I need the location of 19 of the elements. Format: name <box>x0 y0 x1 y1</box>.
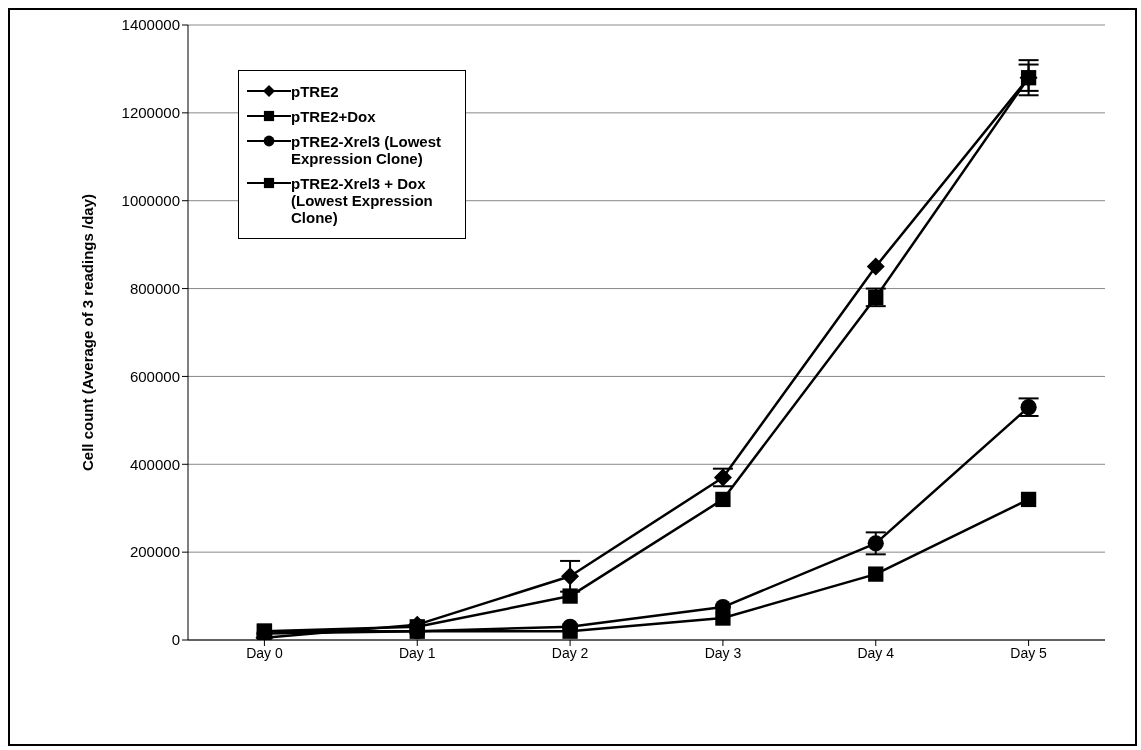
x-tick-label: Day 5 <box>1010 644 1048 661</box>
x-tick-label: Day 2 <box>551 644 589 661</box>
legend-label: pTRE2-Xrel3 (Lowest Expression Clone) <box>291 133 443 167</box>
y-tick-label: 600000 <box>129 367 180 385</box>
y-tick-label: 0 <box>171 631 180 649</box>
legend-label: pTRE2 <box>291 83 339 100</box>
y-tick-label: 1200000 <box>121 104 180 122</box>
y-axis-title: Cell count (Average of 3 readings /day) <box>79 193 97 472</box>
y-tick-label: 200000 <box>129 543 180 561</box>
y-tick-label: 1400000 <box>121 16 180 34</box>
legend-label: pTRE2-Xrel3 + Dox (Lowest Expression Clone) <box>291 175 434 226</box>
x-tick-label: Day 3 <box>704 644 742 661</box>
y-tick-label: 400000 <box>129 455 180 473</box>
y-tick-label: 800000 <box>129 279 180 297</box>
x-tick-label: Day 4 <box>857 644 895 661</box>
x-tick-label: Day 0 <box>246 644 283 661</box>
y-tick-label: 1000000 <box>121 192 180 210</box>
legend-label: pTRE2+Dox <box>291 108 376 125</box>
x-tick-label: Day 1 <box>398 644 436 661</box>
